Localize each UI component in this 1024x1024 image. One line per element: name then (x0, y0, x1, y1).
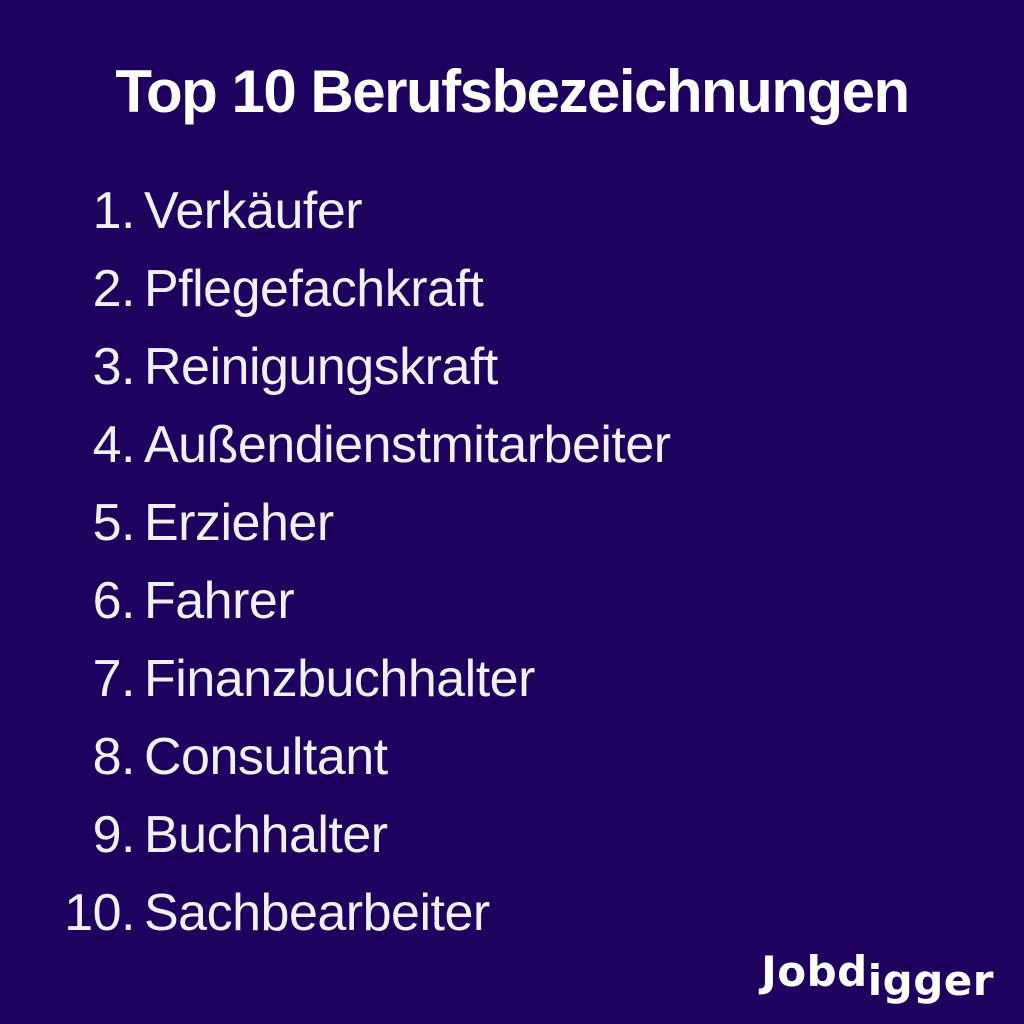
list-item: 6. Fahrer (50, 562, 671, 640)
list-item-label: Buchhalter (144, 806, 388, 864)
list-item: 10. Sachbearbeiter (50, 874, 671, 952)
list-item: 9. Buchhalter (50, 796, 671, 874)
list-item: 8. Consultant (50, 718, 671, 796)
list-item-number: 9. (92, 806, 136, 864)
list-item: 3. Reinigungskraft (50, 328, 671, 406)
jobdigger-logo: Jobdigger (761, 947, 994, 1005)
list-item-label: Finanzbuchhalter (144, 650, 535, 708)
jobdigger-logo-text-primary: Jobd (761, 947, 868, 996)
jobdigger-logo-text-secondary: igger (867, 956, 994, 1005)
list-item-label: Fahrer (144, 572, 295, 630)
list-item: 4. Außendienstmitarbeiter (50, 406, 671, 484)
list-item-number: 10. (64, 884, 135, 942)
list-item: 2. Pflegefachkraft (50, 250, 671, 328)
list-item: 5. Erzieher (50, 484, 671, 562)
list-item-number: 5. (92, 494, 136, 552)
list-item-label: Reinigungskraft (144, 338, 498, 396)
list-item-label: Sachbearbeiter (144, 884, 490, 942)
job-title-list: 1. Verkäufer 2. Pflegefachkraft 3. Reini… (50, 172, 671, 952)
list-item-number: 4. (92, 416, 136, 474)
list-item-label: Consultant (144, 728, 388, 786)
list-item-number: 2. (92, 260, 136, 318)
list-item-label: Außendienstmitarbeiter (144, 416, 671, 474)
list-item-number: 7. (92, 650, 136, 708)
list-item-number: 1. (92, 182, 136, 240)
list-item-number: 8. (92, 728, 136, 786)
list-item-label: Verkäufer (144, 182, 363, 240)
list-item-label: Pflegefachkraft (144, 260, 484, 318)
list-item: 7. Finanzbuchhalter (50, 640, 671, 718)
list-item: 1. Verkäufer (50, 172, 671, 250)
list-item-label: Erzieher (144, 494, 334, 552)
page-title: Top 10 Berufsbezeichnungen (115, 58, 910, 125)
list-item-number: 3. (92, 338, 136, 396)
list-item-number: 6. (92, 572, 136, 630)
